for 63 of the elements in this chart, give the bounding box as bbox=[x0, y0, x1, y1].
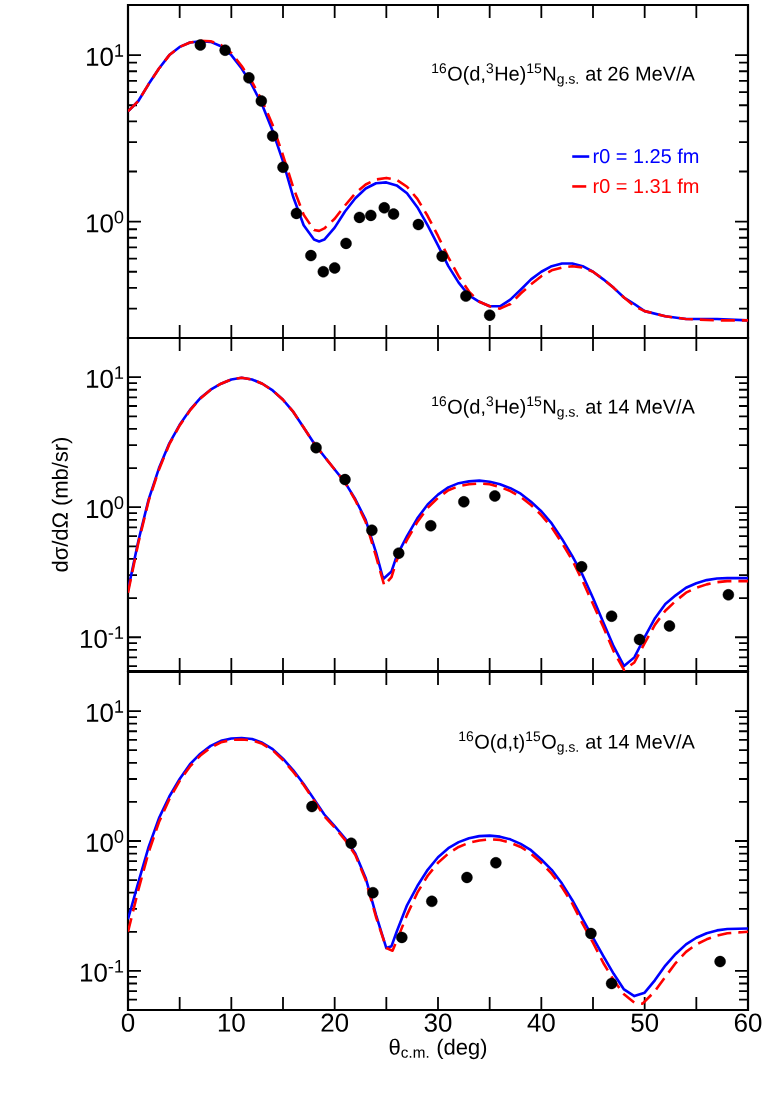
point bbox=[460, 290, 472, 302]
y-tick-label: 10$^{0}$ bbox=[87, 496, 124, 519]
point bbox=[194, 39, 207, 51]
point bbox=[436, 250, 448, 262]
point bbox=[366, 524, 378, 536]
point bbox=[585, 927, 597, 940]
point bbox=[425, 520, 437, 532]
y-tick-label: 10$^{-1}$ bbox=[81, 960, 124, 982]
point bbox=[387, 208, 400, 220]
x-tick-label: 30 bbox=[424, 1013, 452, 1032]
point bbox=[489, 490, 501, 502]
legend-label: r0 = 1.31 fm bbox=[593, 178, 699, 194]
point bbox=[339, 473, 351, 486]
point bbox=[605, 977, 618, 990]
point bbox=[458, 496, 470, 508]
point bbox=[393, 547, 405, 559]
x-tick-label: 50 bbox=[631, 1013, 659, 1032]
point bbox=[412, 218, 425, 231]
point bbox=[367, 886, 379, 899]
point bbox=[378, 202, 390, 214]
point bbox=[483, 309, 496, 321]
y-tick-label: 10$^{-1}$ bbox=[81, 626, 124, 649]
point bbox=[714, 955, 726, 968]
x-tick-label: 0 bbox=[121, 1013, 135, 1032]
point bbox=[353, 211, 366, 224]
point bbox=[663, 620, 676, 632]
point bbox=[277, 161, 289, 173]
point bbox=[396, 931, 408, 944]
y-tick-label: 10$^{1}$ bbox=[87, 366, 124, 388]
point bbox=[317, 266, 329, 278]
point bbox=[219, 44, 231, 56]
point bbox=[345, 837, 357, 849]
y-axis-title: dσ/dΩ (mb/sr) bbox=[51, 437, 73, 572]
x-tick-label: 60 bbox=[734, 1013, 762, 1032]
point bbox=[255, 95, 267, 107]
x-axis-title: θ$_{c.m.}$ (deg) bbox=[389, 1038, 487, 1060]
point bbox=[266, 130, 279, 142]
point bbox=[305, 249, 317, 262]
point bbox=[306, 800, 318, 813]
point bbox=[243, 72, 255, 84]
x-tick-label: 40 bbox=[527, 1013, 555, 1032]
y-tick-label: 10$^{0}$ bbox=[87, 210, 124, 233]
point bbox=[365, 209, 377, 222]
annotation: $^{16}$O(d,$^{3}$He)$^{15}$N$_{g.s.}$ at 14 MeV/A bbox=[432, 396, 695, 420]
point bbox=[426, 895, 438, 908]
point bbox=[310, 441, 322, 454]
y-tick-label: 10$^{1}$ bbox=[87, 44, 124, 66]
annotation: $^{16}$O(d,t)$^{15}$O$_{g.s.}$ at 14 MeV/A bbox=[459, 731, 695, 755]
point bbox=[328, 262, 341, 274]
y-tick-label: 10$^{1}$ bbox=[87, 700, 124, 722]
legend-label: r0 = 1.25 fm bbox=[593, 148, 699, 164]
point bbox=[605, 610, 618, 622]
point bbox=[490, 857, 502, 869]
point bbox=[633, 633, 646, 646]
x-tick-label: 20 bbox=[321, 1013, 349, 1032]
point bbox=[340, 237, 352, 250]
point bbox=[722, 589, 735, 601]
point bbox=[461, 871, 473, 884]
y-tick-label: 10$^{0}$ bbox=[87, 830, 124, 852]
point bbox=[290, 207, 303, 220]
annotation: $^{16}$O(d,$^{3}$He)$^{15}$N$_{g.s.}$ at 26 MeV/A bbox=[432, 63, 695, 87]
point bbox=[575, 561, 588, 573]
x-tick-label: 10 bbox=[218, 1013, 245, 1032]
